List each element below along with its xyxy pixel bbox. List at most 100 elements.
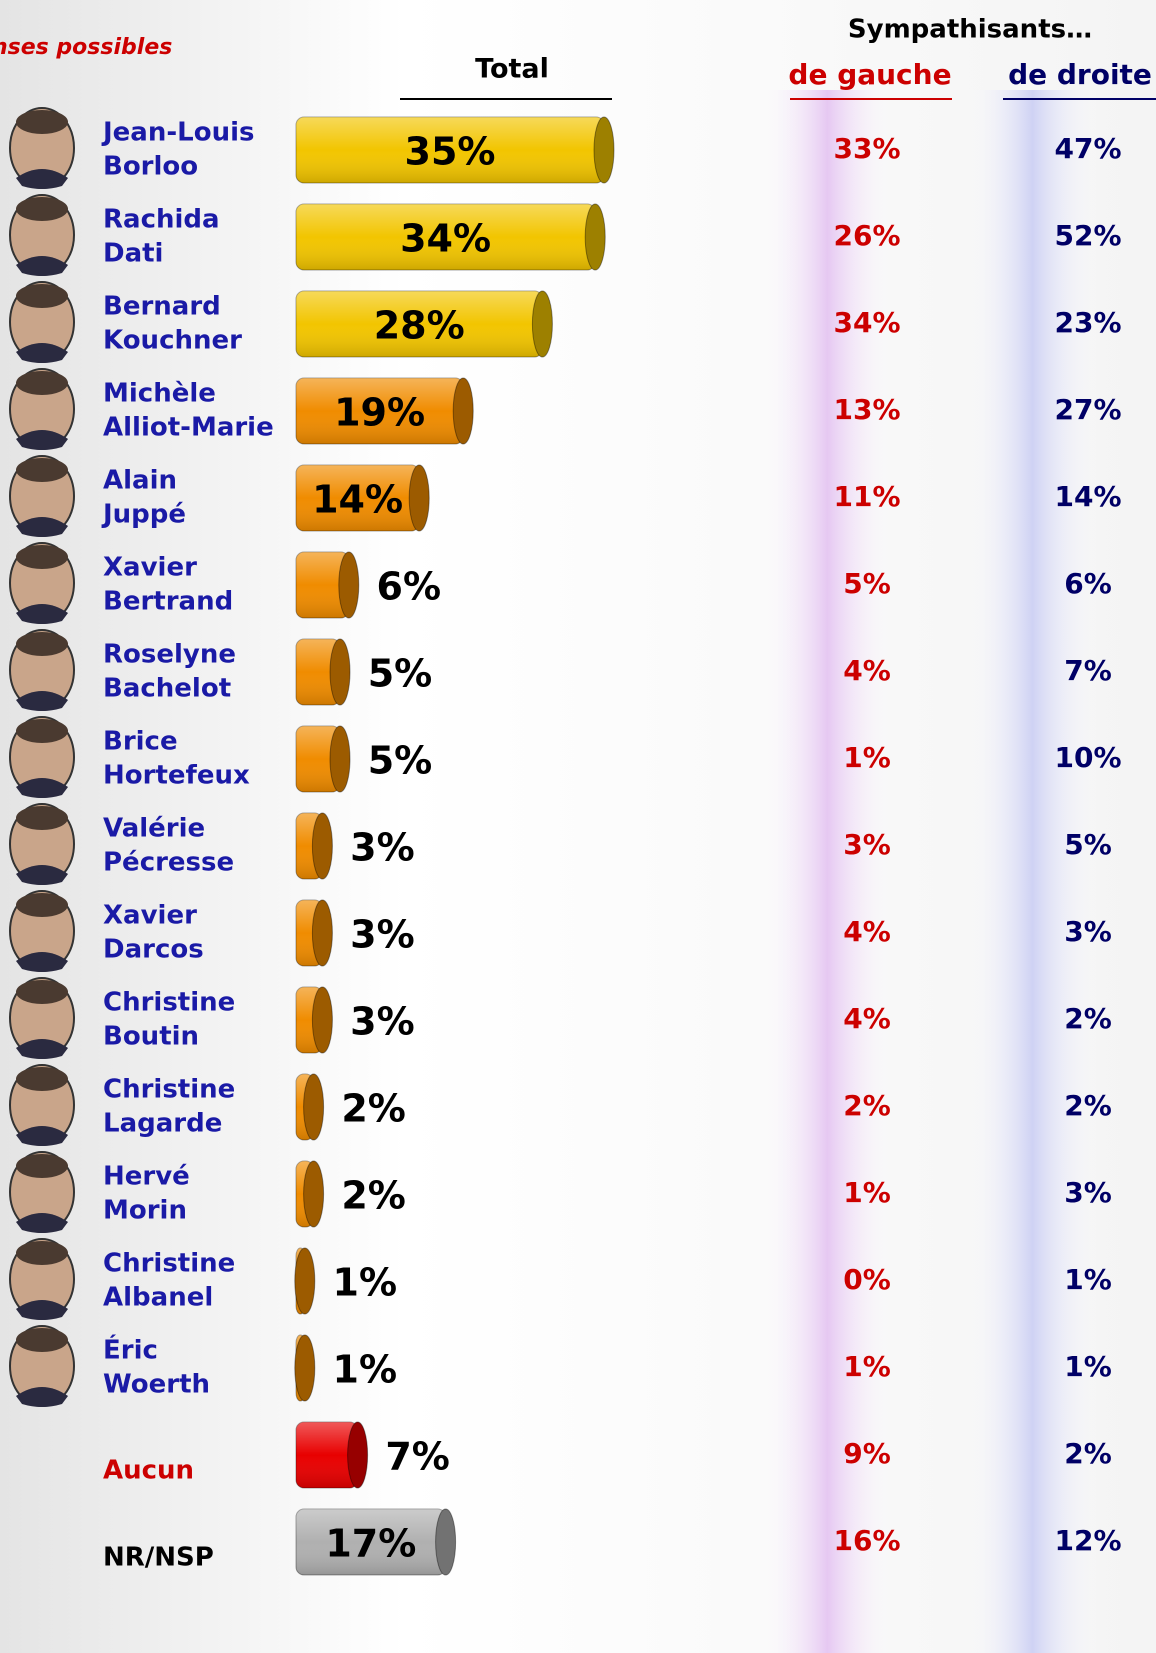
portrait-hair: [16, 1067, 68, 1091]
bar-cap: [312, 900, 332, 966]
bar-cap: [339, 552, 359, 618]
category-label: Xavier: [103, 901, 197, 931]
portrait-hair: [16, 632, 68, 656]
category-label: Valérie: [103, 814, 205, 844]
value-label: 5%: [1064, 828, 1112, 861]
value-label: 3%: [1064, 1176, 1112, 1209]
value-label: 12%: [1054, 1524, 1121, 1557]
value-label: 7%: [1064, 654, 1112, 687]
value-label: 3%: [843, 828, 891, 861]
chart: nses possibles Total Sympathisants… de g…: [0, 0, 1156, 1653]
bar-cap: [594, 117, 614, 183]
category-label: Hortefeux: [103, 761, 250, 791]
legend-label: de droite: [1008, 58, 1152, 91]
total-header: Total: [475, 54, 549, 85]
portrait-hair: [16, 719, 68, 743]
portrait-hair: [16, 110, 68, 134]
category-label: Borloo: [103, 152, 198, 182]
category-label: Jean-Louis: [101, 118, 254, 148]
bar-cap: [304, 1161, 324, 1227]
category-label: Xavier: [103, 553, 197, 583]
value-label: 2%: [1064, 1089, 1112, 1122]
value-label: 1%: [1064, 1350, 1112, 1383]
value-label: 5%: [368, 652, 433, 696]
value-label: 1%: [333, 1261, 398, 1305]
value-label: 34%: [833, 306, 900, 339]
value-label: 6%: [1064, 567, 1112, 600]
bar-cap: [312, 813, 332, 879]
value-label: 3%: [350, 1000, 415, 1044]
category-label: Christine: [103, 988, 235, 1018]
category-label: Albanel: [103, 1283, 213, 1313]
value-label: 6%: [377, 565, 442, 609]
bar-cap: [312, 987, 332, 1053]
value-label: 2%: [1064, 1002, 1112, 1035]
category-label: Juppé: [101, 500, 186, 530]
note: nses possibles: [0, 35, 172, 60]
portrait-hair: [16, 284, 68, 308]
category-label: Brice: [103, 727, 178, 757]
portrait-hair: [16, 545, 68, 569]
category-label: Éric: [103, 1334, 158, 1366]
value-label: 16%: [833, 1524, 900, 1557]
bar-cap: [436, 1509, 456, 1575]
value-label: 1%: [843, 1176, 891, 1209]
value-label: 4%: [843, 654, 891, 687]
value-label: 14%: [312, 478, 403, 522]
value-label: 14%: [1054, 480, 1121, 513]
value-label: 3%: [1064, 915, 1112, 948]
value-label: 3%: [350, 913, 415, 957]
category-label: NR/NSP: [103, 1543, 214, 1573]
group-header: Sympathisants…: [848, 15, 1092, 45]
category-label: Christine: [103, 1249, 235, 1279]
portrait-hair: [16, 1154, 68, 1178]
category-label: Christine: [103, 1075, 235, 1105]
portrait-hair: [16, 458, 68, 482]
category-label: Pécresse: [103, 848, 234, 878]
value-label: 4%: [843, 915, 891, 948]
category-label: Woerth: [103, 1370, 210, 1400]
value-label: 1%: [843, 1350, 891, 1383]
value-label: 2%: [843, 1089, 891, 1122]
category-label: Morin: [103, 1196, 187, 1226]
portrait-hair: [16, 980, 68, 1004]
portrait-hair: [16, 371, 68, 395]
category-label: Dati: [103, 239, 163, 269]
value-label: 47%: [1054, 132, 1121, 165]
portrait-hair: [16, 893, 68, 917]
category-label: Aucun: [103, 1456, 194, 1486]
category-label: Bernard: [103, 292, 221, 322]
portrait-hair: [16, 1328, 68, 1352]
bar-cap: [330, 639, 350, 705]
value-label: 1%: [333, 1348, 398, 1392]
value-label: 34%: [400, 217, 491, 261]
bar-cap: [585, 204, 605, 270]
value-label: 4%: [843, 1002, 891, 1035]
portrait-hair: [16, 806, 68, 830]
legend-label: de gauche: [788, 58, 951, 91]
category-label: Kouchner: [103, 326, 242, 356]
bar-cap: [295, 1248, 315, 1314]
value-label: 5%: [368, 739, 433, 783]
category-label: Bachelot: [103, 674, 231, 704]
value-label: 1%: [1064, 1263, 1112, 1296]
portrait-hair: [16, 197, 68, 221]
category-label: Alliot-Marie: [103, 413, 274, 443]
value-label: 17%: [325, 1522, 416, 1566]
category-label: Hervé: [103, 1162, 190, 1192]
value-label: 0%: [843, 1263, 891, 1296]
value-label: 23%: [1054, 306, 1121, 339]
value-label: 2%: [1064, 1437, 1112, 1470]
value-label: 27%: [1054, 393, 1121, 426]
category-label: Darcos: [103, 935, 204, 965]
category-label: Michèle: [103, 379, 216, 409]
category-label: Lagarde: [103, 1109, 222, 1139]
value-label: 3%: [350, 826, 415, 870]
value-label: 19%: [334, 391, 425, 435]
value-label: 10%: [1054, 741, 1121, 774]
bar-cap: [453, 378, 473, 444]
value-label: 13%: [833, 393, 900, 426]
bar-cap: [295, 1335, 315, 1401]
bar-cap: [532, 291, 552, 357]
category-label: Rachida: [103, 205, 220, 235]
